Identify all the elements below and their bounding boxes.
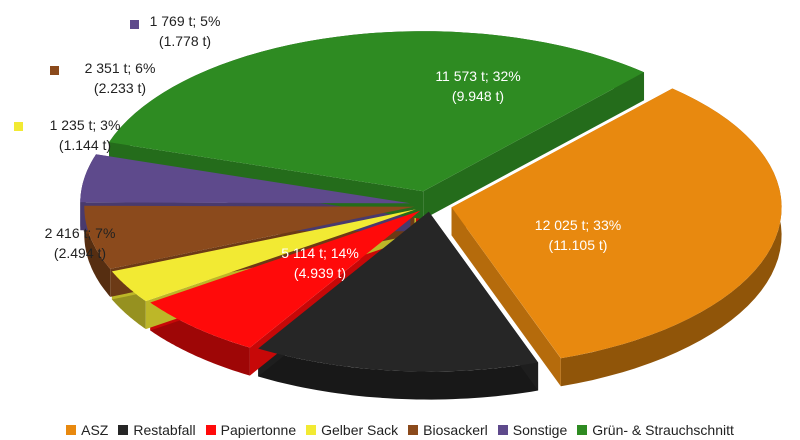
data-labels: 12 025 t; 33% (11.105 t) 5 114 t; 14% (4.93… [14, 13, 621, 281]
legend-label: Gelber Sack [321, 422, 399, 438]
data-label-marker [50, 66, 59, 75]
pie-slice [258, 211, 539, 372]
legend-swatch [408, 425, 419, 435]
data-label-marker [14, 122, 23, 131]
data-label-previous: (9.948 t) [452, 88, 504, 104]
legend-swatch [497, 425, 508, 435]
pie-slice [150, 210, 421, 348]
data-label-previous: (2.233 t) [94, 80, 146, 96]
pie-slice-side [258, 348, 539, 400]
data-label-previous: (2.494 t) [54, 245, 106, 261]
data-label-value: 11 573 t; 32% [435, 68, 520, 84]
pie-slice-side [84, 205, 111, 297]
legend-swatch [205, 425, 216, 435]
legend-swatch [306, 425, 317, 435]
pie-slice [451, 88, 782, 359]
legend-item: Restabfall [118, 420, 196, 440]
legend-label: Biosackerl [423, 422, 488, 438]
pie-slice [84, 205, 415, 269]
data-label-value: 5 114 t; 14% [281, 245, 359, 261]
legend-item: Sonstige [497, 420, 568, 440]
pie-slice [109, 31, 644, 192]
data-label-value: 2 416 t; 7% [45, 225, 116, 241]
legend-item: Papiertonne [205, 420, 297, 440]
data-label-value: 2 351 t; 6% [85, 60, 156, 76]
data-label-previous: (1.778 t) [159, 33, 211, 49]
pie-slice-wall [451, 207, 561, 387]
legend-label: Sonstige [512, 422, 568, 438]
legend-item: ASZ [66, 420, 108, 440]
data-label-previous: (1.144 t) [59, 137, 111, 153]
pie-slice-side [560, 88, 782, 387]
legend-label: Restabfall [133, 422, 196, 438]
data-label-value: 1 769 t; 5% [150, 13, 221, 29]
legend-item: Grün- & Strauchschnitt [577, 420, 734, 440]
legend-swatch [66, 425, 77, 435]
legend-label: Papiertonne [220, 422, 297, 438]
data-label-marker [130, 20, 139, 29]
pie-tops [80, 31, 782, 372]
data-label-value: 1 235 t; 3% [50, 117, 121, 133]
legend-swatch [118, 425, 129, 435]
legend-swatch [577, 425, 588, 435]
legend-item: Biosackerl [408, 420, 488, 440]
data-label-value: 12 025 t; 33% [535, 217, 621, 233]
data-label-previous: (11.105 t) [549, 237, 608, 253]
legend: ASZ Restabfall Papiertonne Gelber Sack Biosa… [0, 420, 800, 440]
legend-label: ASZ [81, 422, 109, 438]
pie-slice-wall [423, 72, 645, 220]
pie-slice [111, 209, 417, 302]
data-label-previous: (4.939 t) [294, 265, 346, 281]
legend-label: Grün- & Strauchschnitt [592, 422, 734, 438]
legend-item: Gelber Sack [306, 420, 398, 440]
pie-slice [80, 154, 411, 204]
